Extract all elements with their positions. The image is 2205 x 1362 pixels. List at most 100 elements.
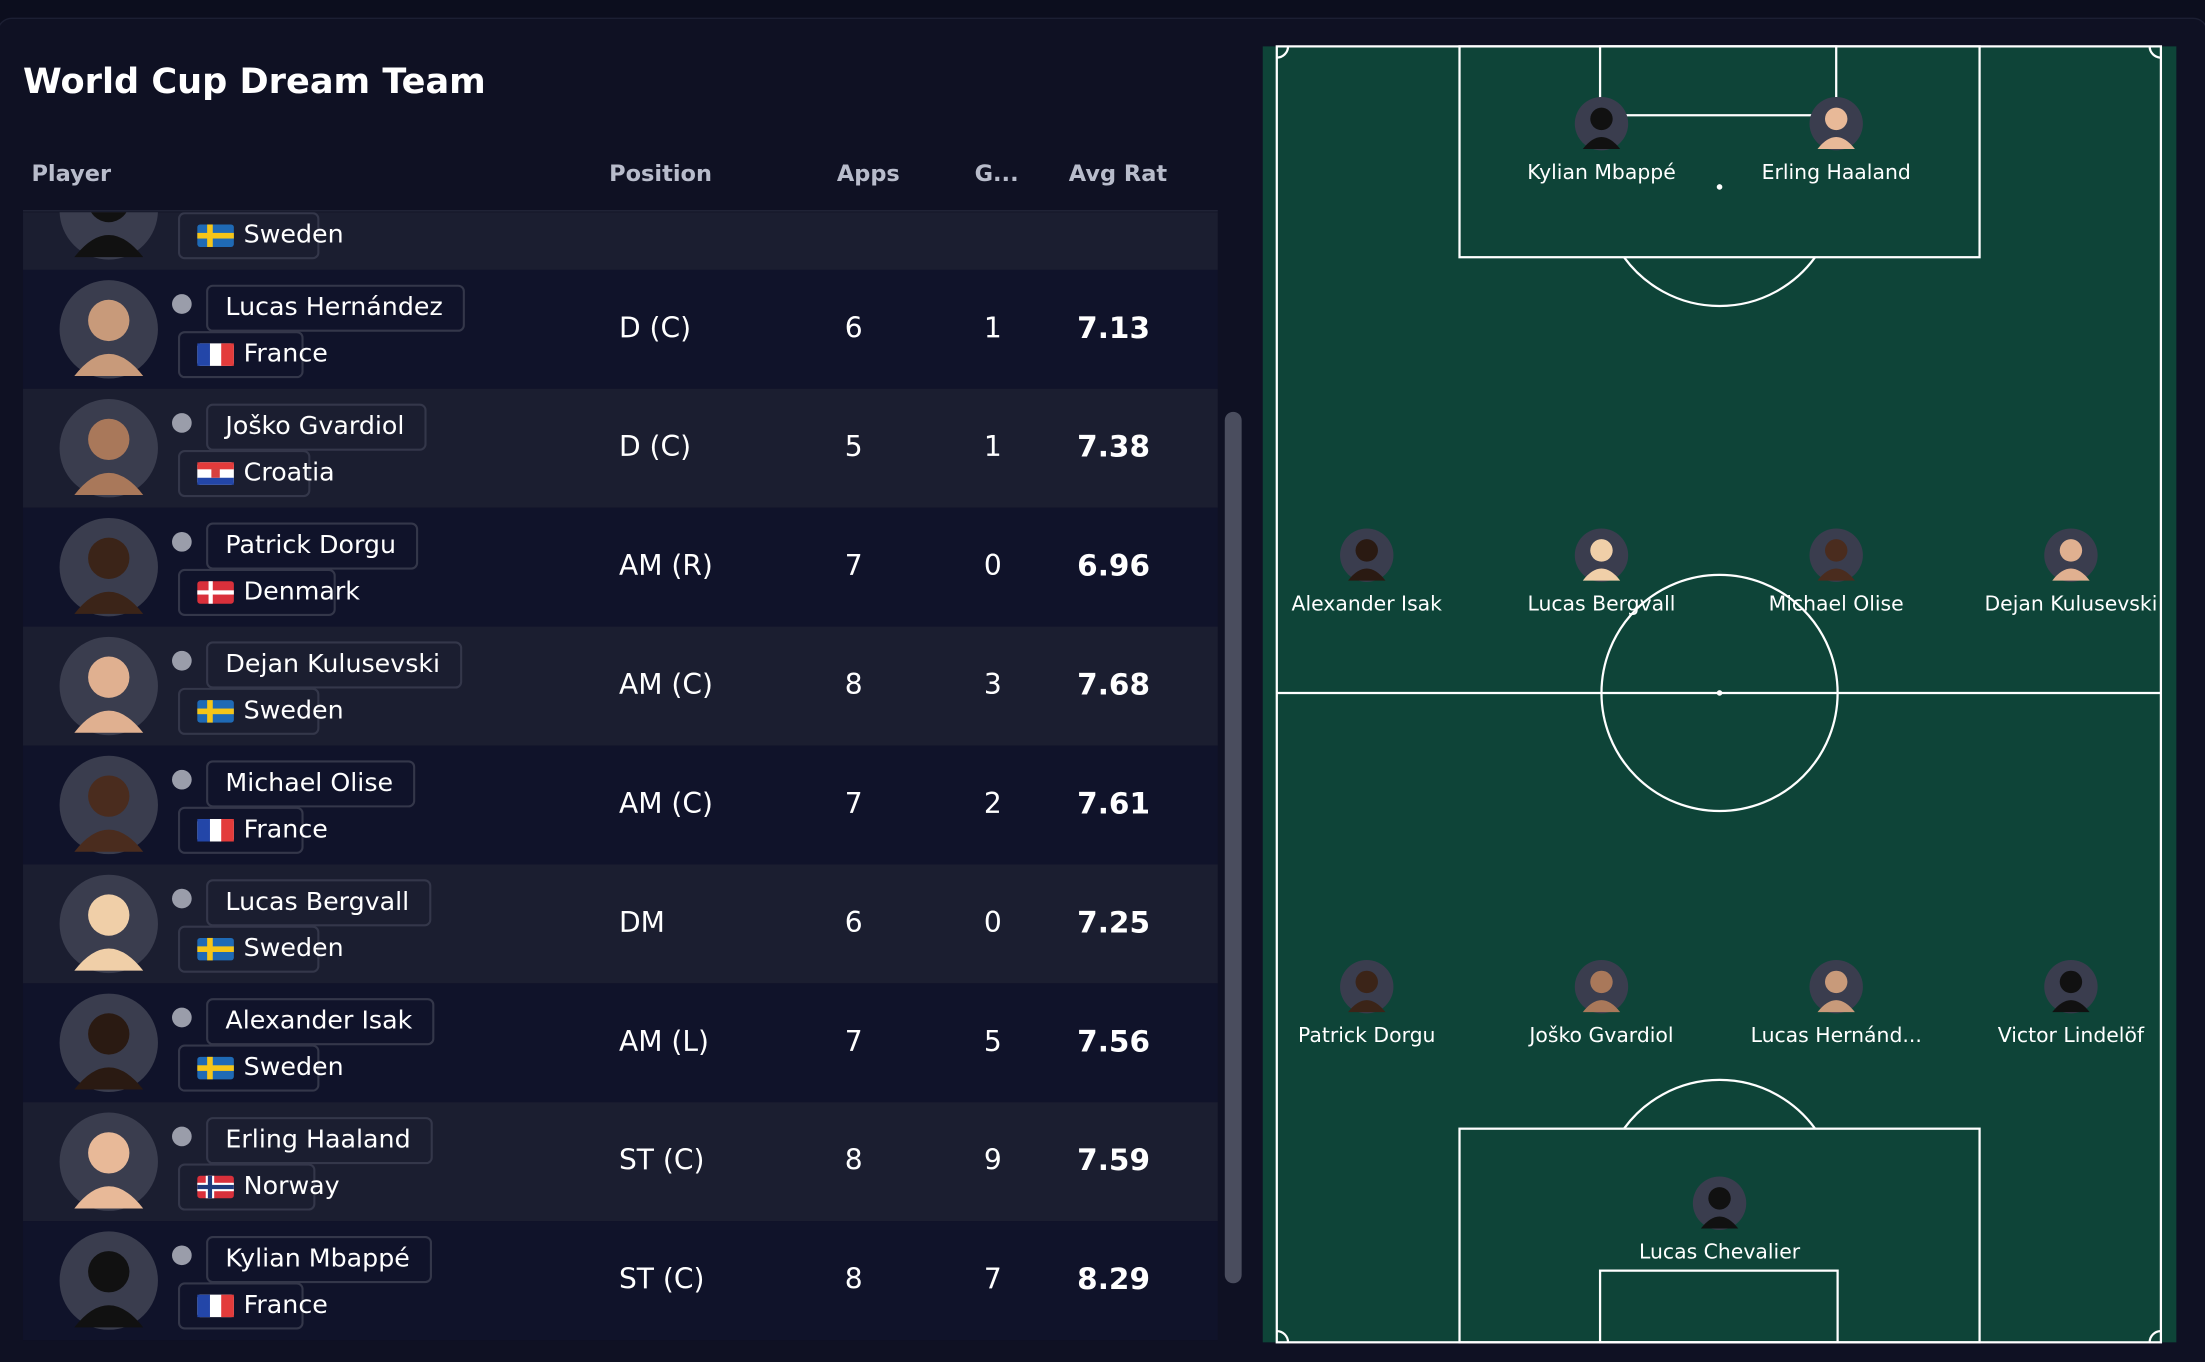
avatar-head [88, 418, 130, 461]
avatar-body [1700, 1216, 1739, 1229]
avatar-head [1590, 970, 1613, 994]
avatar-body [1582, 568, 1621, 581]
pill [206, 760, 416, 808]
avatar-head [1590, 539, 1613, 562]
avatar-body [74, 1305, 144, 1328]
row-background [23, 626, 1218, 746]
pill [206, 1117, 433, 1165]
avg-rating: 6.96 [1077, 549, 1150, 583]
country-name: France [244, 814, 328, 843]
table-row[interactable]: Patrick Dorgu Denmark AM (R) 7 0 6.96 [23, 507, 1218, 627]
avatar-head [88, 775, 130, 817]
position: DM [619, 906, 665, 939]
avatar-body [1582, 137, 1621, 150]
person-icon [172, 1126, 192, 1147]
avg-rating: 7.38 [1077, 430, 1150, 464]
avg-rating: 7.56 [1077, 1024, 1150, 1058]
pill [206, 641, 463, 689]
goals: 5 [984, 1025, 1002, 1058]
row-background [23, 1102, 1218, 1222]
pitch-player[interactable]: Joško Gvardiol [1527, 960, 1674, 1047]
pill [177, 449, 311, 498]
flag [197, 708, 234, 715]
player-name: Lucas Hernández [225, 292, 442, 321]
goals: 0 [984, 549, 1002, 582]
flag [197, 1294, 210, 1318]
column-header: Avg Rat [1069, 161, 1168, 187]
table-row[interactable]: Lucas Bergvall Sweden DM 6 0 7.25 [23, 864, 1218, 984]
person-icon [172, 413, 192, 433]
flag [211, 467, 220, 478]
pitch-player[interactable]: Lucas Bergvall [1527, 528, 1675, 615]
person-icon [172, 1245, 192, 1266]
avg-rating: 7.25 [1077, 905, 1150, 939]
avg-rating: 8.29 [1077, 1262, 1150, 1296]
player-name: Alexander Isak [225, 1006, 412, 1035]
avatar-head [88, 1013, 130, 1055]
pitch-player[interactable]: Victor Lindelöf [1998, 960, 2145, 1047]
person-icon [172, 532, 192, 552]
avatar-head [1708, 1187, 1731, 1210]
country-name: Sweden [244, 695, 344, 724]
apps: 8 [845, 668, 863, 701]
avatar-head [1824, 970, 1848, 994]
flag [197, 590, 234, 595]
flag [221, 1294, 234, 1318]
pill [177, 1163, 316, 1211]
position: AM (R) [619, 549, 713, 582]
pill [206, 998, 435, 1046]
pitch-player[interactable]: Alexander Isak [1292, 528, 1443, 615]
country-name: Sweden [244, 933, 344, 962]
avatar-body [1582, 1000, 1621, 1013]
goals: 1 [984, 311, 1002, 344]
position: D (C) [619, 311, 691, 344]
pill [177, 1044, 320, 1092]
pitch-player-name: Kylian Mbappé [1527, 160, 1676, 184]
avatar-body [74, 591, 144, 614]
row-background [23, 983, 1218, 1103]
pill [177, 925, 320, 973]
scrollbar[interactable] [1224, 411, 1242, 1284]
pitch-player-name: Alexander Isak [1292, 591, 1443, 615]
person-icon [172, 1007, 192, 1028]
avatar-head [1590, 107, 1613, 131]
country-name: Sweden [244, 1052, 344, 1081]
pill [177, 331, 304, 379]
table-row[interactable]: Erling Haaland Norway ST (C) 8 9 7.59 [23, 1102, 1218, 1222]
avatar-body [74, 472, 144, 495]
column-header: Position [609, 161, 712, 187]
table-row[interactable]: Kylian Mbappé France ST (C) 8 7 8.29 [23, 1221, 1218, 1341]
table-row[interactable]: Lucas Hernández France D (C) 6 1 7.13 [23, 269, 1218, 389]
player-name: Lucas Bergvall [225, 887, 409, 916]
apps: 7 [845, 787, 863, 820]
avatar-body [74, 353, 144, 377]
pitch-player-name: Patrick Dorgu [1298, 1023, 1435, 1047]
pitch-player[interactable]: Patrick Dorgu [1298, 960, 1435, 1047]
position: D (C) [619, 430, 691, 463]
pitch-player-name: Lucas Bergvall [1527, 591, 1675, 615]
avatar-body [74, 710, 144, 733]
row-background [23, 1221, 1218, 1341]
pitch-player[interactable]: Lucas Hernánd... [1751, 960, 1922, 1047]
table-row[interactable]: Alexander Isak Sweden AM (L) 7 5 7.56 [23, 983, 1218, 1103]
pitch-player[interactable]: Dejan Kulusevski [1984, 528, 2157, 615]
goals: 3 [984, 668, 1002, 701]
table-row[interactable]: Sweden [23, 151, 1218, 270]
pitch-player[interactable]: Michael Olise [1769, 528, 1904, 615]
position: AM (C) [619, 787, 713, 820]
country-name: France [244, 339, 328, 368]
table-row[interactable]: Michael Olise France AM (C) 7 2 7.61 [23, 745, 1218, 865]
pitch-player[interactable]: Kylian Mbappé [1527, 96, 1676, 184]
person-icon [172, 650, 192, 671]
goals: 1 [984, 430, 1002, 463]
table-row[interactable]: Joško Gvardiol Croatia D (C) 5 1 7.38 [23, 388, 1218, 508]
player-name: Joško Gvardiol [223, 411, 404, 440]
apps: 6 [845, 311, 863, 344]
pitch-player[interactable]: Erling Haaland [1762, 96, 1911, 184]
pitch-player[interactable]: Lucas Chevalier [1639, 1176, 1801, 1263]
avatar-head [1824, 107, 1848, 131]
table-row[interactable]: Dejan Kulusevski Sweden AM (C) 8 3 7.68 [23, 626, 1218, 746]
avatar-head [88, 1251, 130, 1293]
flag [221, 819, 234, 842]
